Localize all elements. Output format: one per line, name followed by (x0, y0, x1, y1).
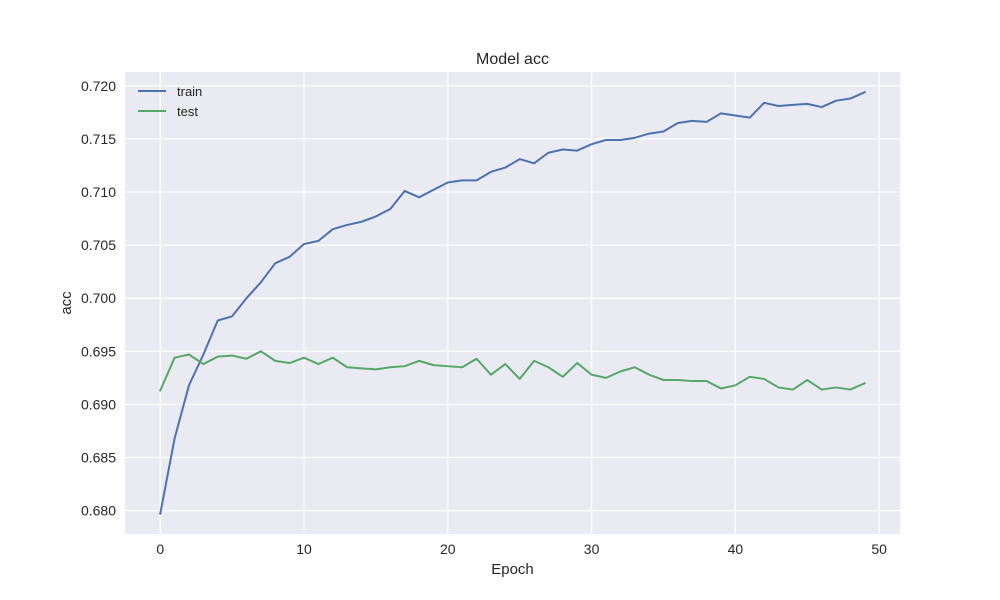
x-tick-label: 20 (440, 541, 456, 557)
y-tick-label: 0.685 (81, 450, 116, 466)
y-tick-label: 0.680 (81, 503, 116, 519)
y-tick-label: 0.705 (81, 237, 116, 253)
x-tick-label: 50 (871, 541, 887, 557)
y-tick-label: 0.715 (81, 131, 116, 147)
y-tick-label: 0.710 (81, 184, 116, 200)
grid (125, 72, 900, 534)
x-tick-label: 0 (156, 541, 164, 557)
chart-title: Model acc (476, 51, 549, 68)
x-tick-label: 10 (296, 541, 312, 557)
series-group (159, 91, 866, 515)
y-tick-label: 0.700 (81, 290, 116, 306)
legend-label-test: test (177, 104, 198, 119)
series-line-test (159, 350, 866, 392)
y-tick-label: 0.690 (81, 396, 116, 412)
y-tick-label: 0.695 (81, 343, 116, 359)
legend-label-train: train (177, 84, 202, 99)
x-tick-label: 40 (728, 541, 744, 557)
x-axis-label: Epoch (491, 561, 534, 578)
plot-area (125, 72, 900, 534)
legend: train test (138, 84, 202, 119)
y-axis-label: acc (58, 291, 75, 315)
y-tick-label: 0.720 (81, 78, 116, 94)
tick-labels: 0 10 20 30 40 50 0.680 0.685 0.690 0.695 0.700 0.70… (81, 78, 887, 557)
x-tick-label: 30 (584, 541, 600, 557)
series-line-train (159, 91, 866, 515)
